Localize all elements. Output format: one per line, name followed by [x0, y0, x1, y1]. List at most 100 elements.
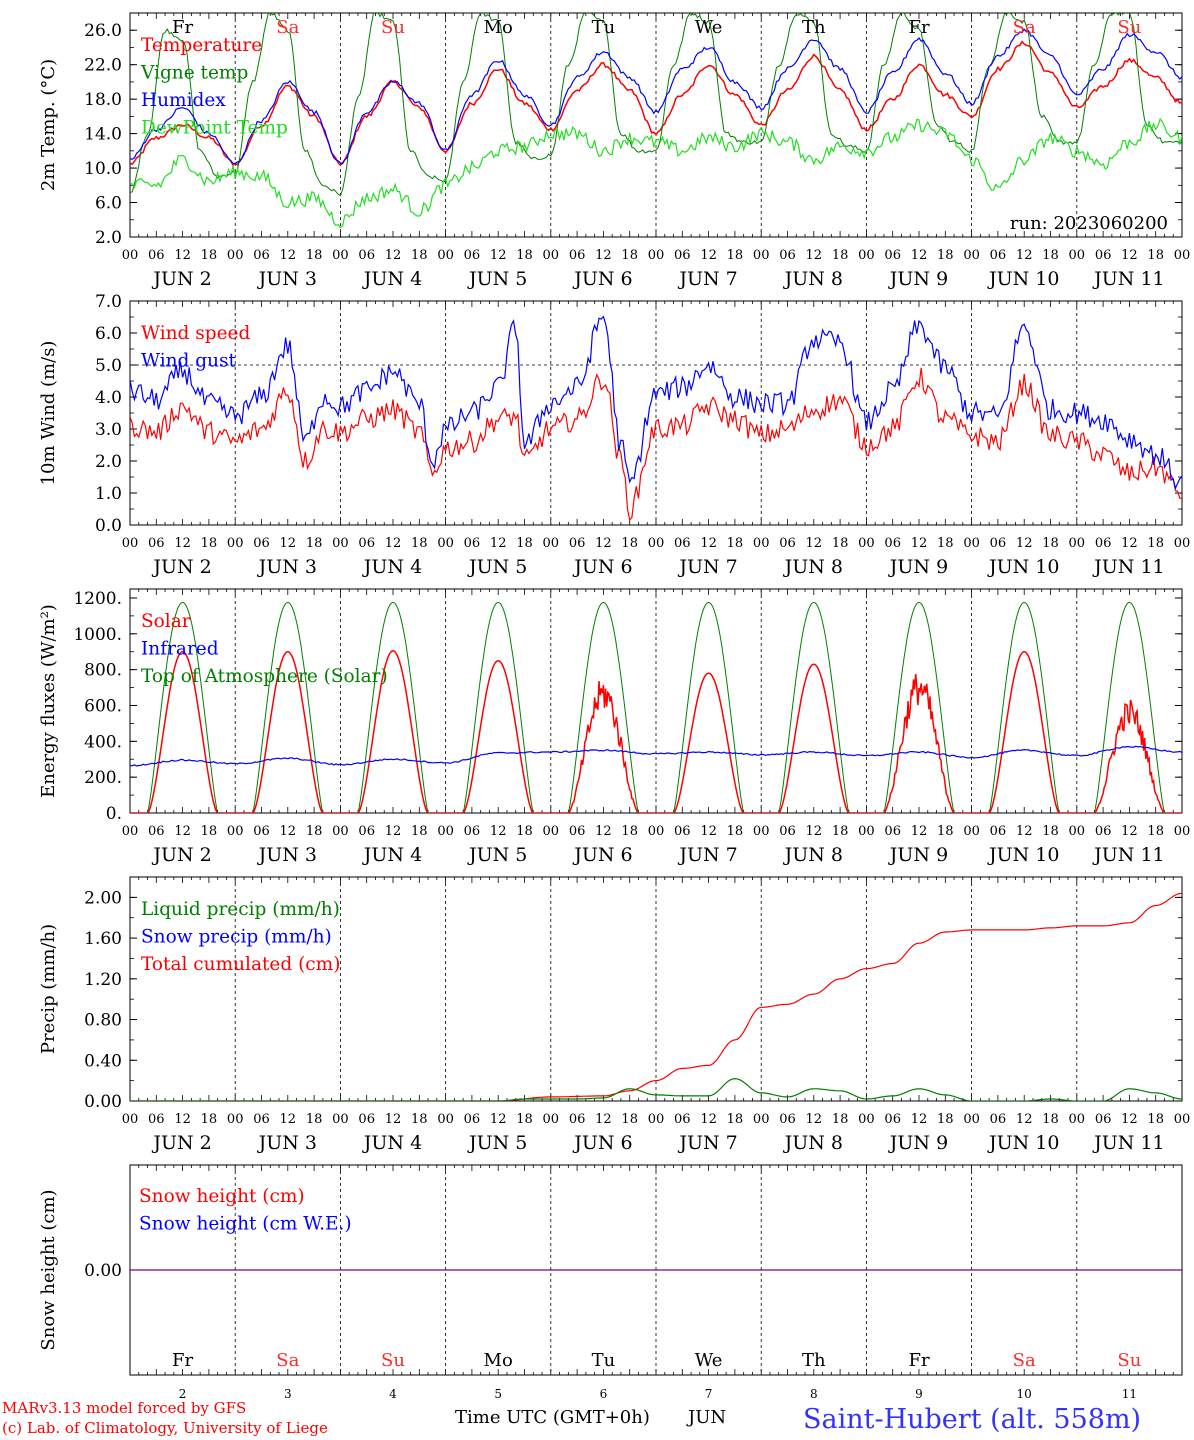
hour-tick-label: 18: [1147, 824, 1164, 839]
hour-tick-label: 00: [1069, 1112, 1086, 1127]
model-credit-line1: MARv3.13 model forced by GFS: [2, 1399, 246, 1417]
legend-entry: Snow height (cm): [139, 1186, 305, 1207]
hour-tick-label: 06: [1095, 1112, 1112, 1127]
series-humidex: [130, 28, 1182, 165]
hour-tick-label: 00: [648, 248, 665, 263]
weekday-label: Mo: [484, 17, 513, 38]
hour-tick-label: 00: [227, 248, 244, 263]
day-label: JUN 8: [783, 844, 843, 866]
hour-tick-label: 06: [990, 1112, 1007, 1127]
hour-tick-label: 06: [674, 1112, 691, 1127]
hour-tick-label: 18: [727, 824, 744, 839]
day-label: JUN 8: [783, 268, 843, 290]
hour-tick-label: 06: [253, 1112, 270, 1127]
hour-tick-label: 06: [148, 824, 165, 839]
panel-2: 0.0 1.0 2.0 3.0 4.0 5.0 6.0 7.0 10m Wind (m/s) Wi…: [38, 292, 1190, 578]
hour-tick-label: 12: [806, 536, 823, 551]
hour-tick-label: 12: [280, 1112, 297, 1127]
y-tick-label: 2.00: [84, 888, 122, 908]
hour-tick-label: 06: [464, 536, 481, 551]
hour-tick-label: 12: [385, 248, 402, 263]
hour-tick-label: 18: [832, 824, 849, 839]
hour-tick-label: 00: [332, 824, 349, 839]
day-label: JUN 3: [257, 268, 317, 290]
hour-tick-label: 18: [621, 248, 638, 263]
x-axis-title: Time UTC (GMT+0h): [455, 1407, 650, 1428]
series-top-of-atmosphere: [130, 601, 1182, 813]
hour-tick-label: 18: [306, 824, 323, 839]
hour-tick-label: 18: [937, 824, 954, 839]
hour-tick-label: 00: [437, 248, 454, 263]
hour-tick-label: 12: [700, 248, 717, 263]
day-label: JUN 4: [362, 1132, 422, 1154]
hour-tick-label: 18: [306, 248, 323, 263]
weekday-label: Mo: [484, 1350, 513, 1371]
hour-tick-label: 12: [174, 1112, 191, 1127]
day-label: JUN 9: [888, 268, 948, 290]
legend-entry: Temperature: [141, 35, 262, 56]
day-number-label: 5: [494, 1387, 502, 1401]
hour-tick-label: 18: [621, 824, 638, 839]
hour-tick-label: 18: [201, 536, 218, 551]
series-solar: [130, 650, 1182, 813]
hour-tick-label: 06: [569, 248, 586, 263]
hour-tick-label: 00: [332, 536, 349, 551]
legend-entry: Snow height (cm W.E.): [139, 1214, 352, 1235]
hour-tick-label: 12: [174, 536, 191, 551]
panel-5: 0.00 Snow height (cm) Snow height (cm) Snow…: [38, 1164, 1183, 1401]
weekday-label: Tu: [592, 17, 616, 38]
hour-tick-label: 12: [911, 824, 928, 839]
day-label: JUN 11: [1092, 1132, 1164, 1154]
hour-tick-label: 00: [227, 536, 244, 551]
hour-tick-label: 00: [963, 1112, 980, 1127]
y-tick-label: 0.40: [84, 1051, 122, 1071]
hour-tick-label: 06: [779, 536, 796, 551]
hour-tick-label: 00: [437, 536, 454, 551]
hour-tick-label: 06: [253, 248, 270, 263]
hour-tick-label: 18: [937, 1112, 954, 1127]
day-label: JUN 11: [1092, 268, 1164, 290]
weekday-label: Sa: [276, 17, 299, 38]
y-tick-label: 200.: [84, 768, 122, 788]
hour-tick-label: 12: [490, 1112, 507, 1127]
day-label: JUN 7: [677, 268, 737, 290]
hour-tick-label: 12: [280, 824, 297, 839]
y-tick-label: 1.0: [95, 484, 122, 504]
series-total-cumulated-cm-: [130, 892, 1182, 1101]
series-wind-gust: [130, 315, 1182, 491]
hour-tick-label: 00: [858, 248, 875, 263]
hour-tick-label: 06: [569, 536, 586, 551]
hour-tick-label: 00: [753, 1112, 770, 1127]
y-tick-label: 1.20: [84, 970, 122, 990]
hour-tick-label: 18: [411, 1112, 428, 1127]
hour-tick-label: 06: [464, 1112, 481, 1127]
hour-tick-label: 18: [621, 536, 638, 551]
weekday-label: We: [695, 17, 723, 38]
y-axis-label: Precip (mm/h): [38, 924, 59, 1054]
hour-tick-label: 06: [674, 248, 691, 263]
day-label: JUN 7: [677, 844, 737, 866]
hour-tick-label: 18: [516, 1112, 533, 1127]
hour-tick-label: 06: [253, 824, 270, 839]
y-tick-label: 6.0: [95, 324, 122, 344]
day-label: JUN 2: [151, 268, 211, 290]
station-name: Saint-Hubert (alt. 558m): [803, 1404, 1141, 1435]
hour-tick-label: 12: [806, 248, 823, 263]
weekday-label: Fr: [908, 17, 929, 38]
plot-frame: [129, 300, 1183, 526]
hour-tick-label: 00: [858, 824, 875, 839]
y-tick-label: 18.0: [84, 90, 122, 110]
hour-tick-label: 12: [595, 248, 612, 263]
y-tick-label: 2.0: [95, 452, 122, 472]
hour-tick-label: 00: [227, 824, 244, 839]
hour-tick-label: 06: [1095, 824, 1112, 839]
legend-entry: Vigne temp: [140, 63, 248, 84]
hour-tick-label: 12: [280, 248, 297, 263]
day-label: JUN 9: [888, 844, 948, 866]
hour-tick-label: 12: [385, 824, 402, 839]
hour-tick-label: 18: [1042, 824, 1059, 839]
hour-tick-label: 18: [1147, 1112, 1164, 1127]
panel-3: 0. 200. 400. 600. 800. 1000. 1200. Energy fluxe…: [38, 588, 1190, 866]
hour-tick-label: 18: [1042, 1112, 1059, 1127]
hour-tick-label: 00: [648, 824, 665, 839]
